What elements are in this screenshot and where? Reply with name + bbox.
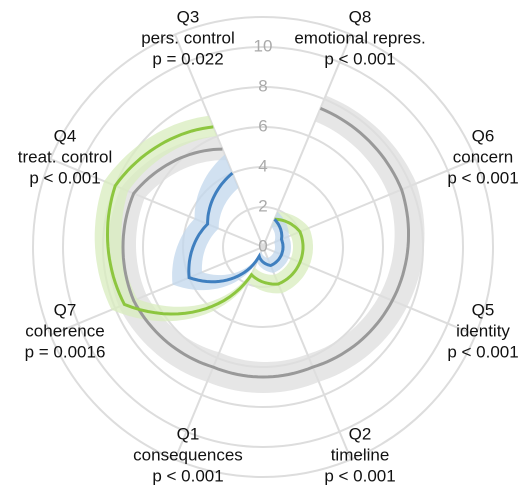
r-tick-label: 4 (258, 156, 267, 175)
p-value-label: p < 0.001 (29, 168, 100, 187)
p-value-label: p < 0.001 (447, 342, 518, 361)
category-description: emotional repres. (294, 28, 425, 47)
category-label: Q1 (177, 424, 200, 443)
category-description: pers. control (141, 28, 235, 47)
category-label: Q3 (177, 7, 200, 26)
series-line (121, 107, 410, 379)
category-label: Q8 (349, 7, 372, 26)
p-value-label: p < 0.001 (324, 49, 395, 68)
confidence-band (94, 115, 313, 322)
category-description: identity (456, 321, 510, 340)
category-description: concern (453, 147, 513, 166)
p-value-label: p = 0.022 (152, 49, 223, 68)
category-description: coherence (25, 321, 104, 340)
r-tick-label: 6 (258, 116, 267, 135)
series-line (105, 125, 305, 316)
category-label: Q2 (349, 424, 372, 443)
category-label: Q5 (472, 300, 495, 319)
category-label: Q7 (54, 300, 77, 319)
p-value-label: p < 0.001 (447, 168, 518, 187)
confidence-band (172, 154, 291, 291)
p-value-label: p < 0.001 (324, 466, 395, 485)
p-value-label: p < 0.001 (152, 466, 223, 485)
r-tick-label: 8 (258, 76, 267, 95)
r-tick-label: 10 (254, 36, 273, 55)
r-tick-label: 2 (258, 196, 267, 215)
category-description: treat. control (18, 147, 113, 166)
category-label: Q6 (472, 126, 495, 145)
p-value-label: p = 0.0016 (25, 342, 106, 361)
series-line (187, 171, 285, 284)
spoke (50, 246, 264, 336)
grid-ring (62, 46, 464, 448)
category-description: timeline (331, 445, 390, 464)
spoke (50, 158, 264, 248)
outer-ring (32, 16, 494, 478)
spoke (262, 34, 352, 248)
category-description: consequences (133, 445, 243, 464)
category-label: Q4 (54, 126, 77, 145)
r-tick-label: 0 (258, 236, 267, 255)
